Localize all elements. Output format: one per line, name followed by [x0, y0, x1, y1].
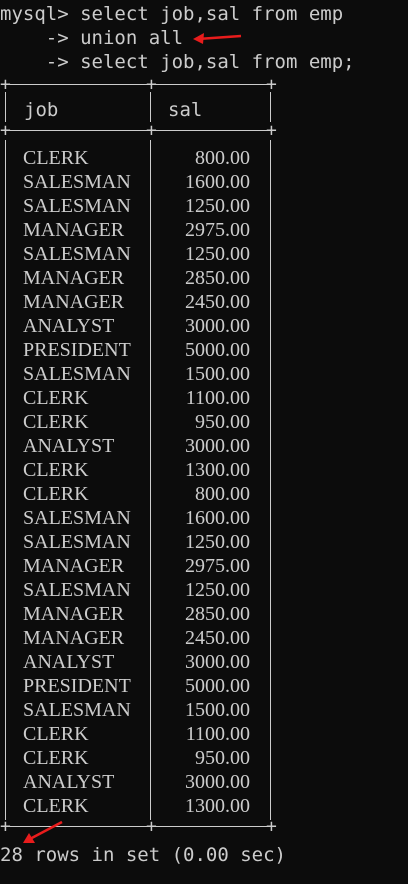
cell-job: MANAGER — [23, 291, 125, 313]
cell-job: MANAGER — [23, 555, 125, 577]
cell-sal: 1600.00 — [185, 171, 250, 193]
table-corner: + — [266, 74, 277, 95]
cell-job: PRESIDENT — [23, 339, 131, 361]
cell-sal: 1100.00 — [185, 723, 250, 745]
cell-job: MANAGER — [23, 219, 125, 241]
cell-sal: 3000.00 — [185, 651, 250, 673]
table-top-border — [4, 84, 272, 85]
cell-sal: 800.00 — [195, 147, 250, 169]
cell-job: CLERK — [23, 723, 89, 745]
cell-job: CLERK — [23, 747, 89, 769]
cell-sal: 1300.00 — [185, 795, 250, 817]
table-corner: + — [146, 120, 157, 141]
cell-sal: 1250.00 — [185, 195, 250, 217]
cell-job: MANAGER — [23, 627, 125, 649]
cell-job: ANALYST — [23, 651, 115, 673]
cell-job: ANALYST — [23, 435, 115, 457]
cell-sal: 2450.00 — [185, 291, 250, 313]
cell-job: ANALYST — [23, 771, 115, 793]
table-corner: + — [146, 74, 157, 95]
query-status: 28 rows in set (0.00 sec) — [0, 844, 286, 866]
cell-job: SALESMAN — [23, 171, 131, 193]
prompt-line-3: -> select job,sal from emp; — [0, 51, 355, 73]
cell-sal: 3000.00 — [185, 315, 250, 337]
cell-sal: 5000.00 — [185, 339, 250, 361]
cell-sal: 950.00 — [195, 411, 250, 433]
cell-job: CLERK — [23, 147, 89, 169]
cell-job: CLERK — [23, 387, 89, 409]
cell-sal: 1250.00 — [185, 531, 250, 553]
table-corner: + — [0, 120, 11, 141]
cell-job: SALESMAN — [23, 507, 131, 529]
cell-job: SALESMAN — [23, 699, 131, 721]
cell-sal: 1500.00 — [185, 363, 250, 385]
cell-sal: 1250.00 — [185, 243, 250, 265]
cell-sal: 950.00 — [195, 747, 250, 769]
cell-job: SALESMAN — [23, 243, 131, 265]
cell-job: CLERK — [23, 459, 89, 481]
cell-sal: 1300.00 — [185, 459, 250, 481]
cell-job: SALESMAN — [23, 579, 131, 601]
cell-sal: 1250.00 — [185, 579, 250, 601]
cell-sal: 2850.00 — [185, 267, 250, 289]
cell-sal: 1600.00 — [185, 507, 250, 529]
cell-job: CLERK — [23, 483, 89, 505]
cell-job: SALESMAN — [23, 531, 131, 553]
cell-job: ANALYST — [23, 315, 115, 337]
table-header-right-border — [270, 92, 271, 122]
cell-job: CLERK — [23, 795, 89, 817]
table-bottom-border — [4, 826, 272, 827]
cell-sal: 3000.00 — [185, 435, 250, 457]
cell-sal: 2975.00 — [185, 219, 250, 241]
table-header-border — [4, 130, 272, 131]
cell-job: SALESMAN — [23, 363, 131, 385]
table-corner: + — [266, 816, 277, 837]
prompt-line-2: -> union all — [0, 27, 184, 49]
column-header-sal: sal — [168, 99, 203, 121]
table-corner: + — [0, 816, 11, 837]
cell-job: CLERK — [23, 411, 89, 433]
cell-sal: 1100.00 — [185, 387, 250, 409]
cell-job: SALESMAN — [23, 195, 131, 217]
table-body-left-border — [5, 140, 6, 820]
cell-sal: 2975.00 — [185, 555, 250, 577]
table-corner: + — [0, 74, 11, 95]
table-corner: + — [266, 120, 277, 141]
cell-sal: 2450.00 — [185, 627, 250, 649]
table-header-left-border — [5, 92, 6, 122]
red-arrow-icon — [193, 33, 242, 44]
cell-sal: 3000.00 — [185, 771, 250, 793]
cell-sal: 5000.00 — [185, 675, 250, 697]
cell-job: MANAGER — [23, 603, 125, 625]
column-header-job: job — [24, 99, 59, 121]
table-corner: + — [146, 816, 157, 837]
cell-sal: 1500.00 — [185, 699, 250, 721]
table-body-mid-border — [150, 140, 151, 820]
cell-sal: 2850.00 — [185, 603, 250, 625]
cell-job: PRESIDENT — [23, 675, 131, 697]
prompt-line-1: mysql> select job,sal from emp — [0, 3, 344, 25]
table-header-mid-border — [150, 92, 151, 122]
cell-job: MANAGER — [23, 267, 125, 289]
table-body-right-border — [270, 140, 271, 820]
cell-sal: 800.00 — [195, 483, 250, 505]
